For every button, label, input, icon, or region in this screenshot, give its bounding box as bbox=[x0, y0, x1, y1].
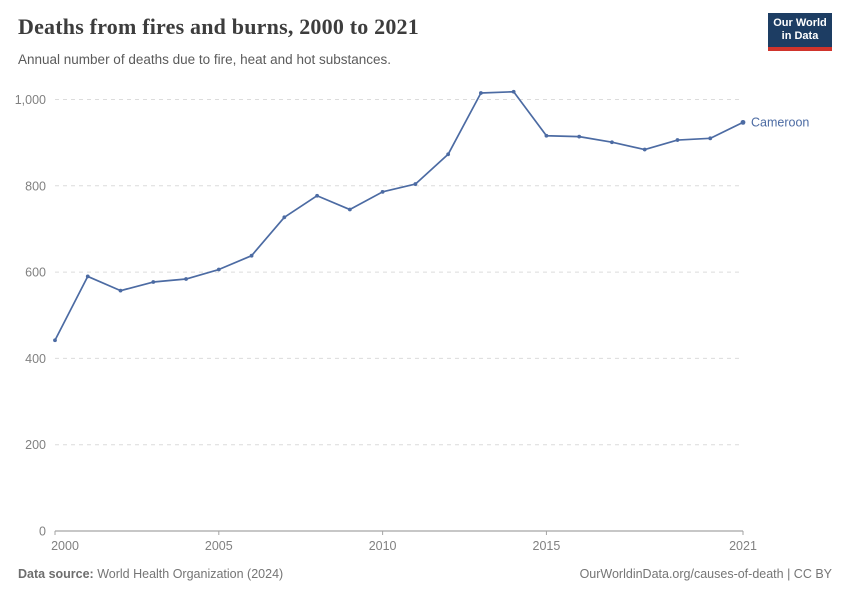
data-point bbox=[216, 267, 221, 272]
data-point bbox=[544, 133, 549, 138]
data-point bbox=[675, 138, 680, 142]
x-tick-label: 2010 bbox=[369, 539, 397, 553]
y-tick-label: 1,000 bbox=[15, 93, 46, 107]
line-chart: 0 200 400 600 800 1,000 2000 2005 2010 2015 2021 Ca… bbox=[15, 89, 809, 553]
owid-logo-line2: in Data bbox=[781, 30, 819, 42]
data-point bbox=[118, 288, 123, 293]
y-tick-label: 200 bbox=[25, 438, 46, 452]
data-point bbox=[282, 215, 287, 220]
y-tick-label: 400 bbox=[25, 352, 46, 366]
owid-logo: Our World in Data bbox=[768, 13, 832, 51]
data-point bbox=[85, 274, 90, 279]
data-point bbox=[479, 91, 483, 95]
x-tick-label: 2015 bbox=[533, 539, 561, 553]
data-point bbox=[184, 277, 188, 281]
data-point bbox=[249, 253, 254, 258]
data-point bbox=[642, 147, 647, 152]
chart-subtitle: Annual number of deaths due to fire, hea… bbox=[18, 52, 392, 67]
trend-line bbox=[54, 90, 744, 341]
data-point bbox=[315, 193, 319, 198]
chart-title: Deaths from fires and burns, 2000 to 202… bbox=[18, 14, 419, 39]
data-point bbox=[347, 207, 352, 212]
owid-logo-line1: Our World bbox=[773, 17, 827, 29]
x-tick-label: 2021 bbox=[729, 539, 757, 553]
data-point bbox=[413, 182, 418, 186]
x-tick-label: 2000 bbox=[51, 539, 79, 553]
x-tick-label: 2005 bbox=[205, 539, 233, 553]
series-label: Cameroon bbox=[751, 115, 809, 129]
data-point bbox=[151, 280, 156, 284]
data-point bbox=[740, 119, 746, 125]
data-point bbox=[577, 134, 582, 139]
data-source-note: Data source: World Health Organization (… bbox=[18, 567, 283, 581]
y-tick-label: 0 bbox=[39, 525, 46, 539]
footer: Data source: World Health Organization (… bbox=[18, 567, 832, 581]
data-point bbox=[708, 136, 713, 141]
data-point bbox=[380, 189, 385, 194]
data-source-label: Data source: bbox=[18, 567, 94, 581]
license-text: OurWorldinData.org/causes-of-death | CC … bbox=[579, 567, 832, 581]
y-tick-label: 800 bbox=[25, 179, 46, 193]
data-point bbox=[53, 338, 57, 343]
data-source-value: World Health Organization (2024) bbox=[93, 567, 284, 581]
y-tick-label: 600 bbox=[25, 266, 46, 280]
data-point bbox=[610, 140, 614, 145]
data-point bbox=[446, 152, 451, 157]
data-point bbox=[511, 89, 516, 94]
